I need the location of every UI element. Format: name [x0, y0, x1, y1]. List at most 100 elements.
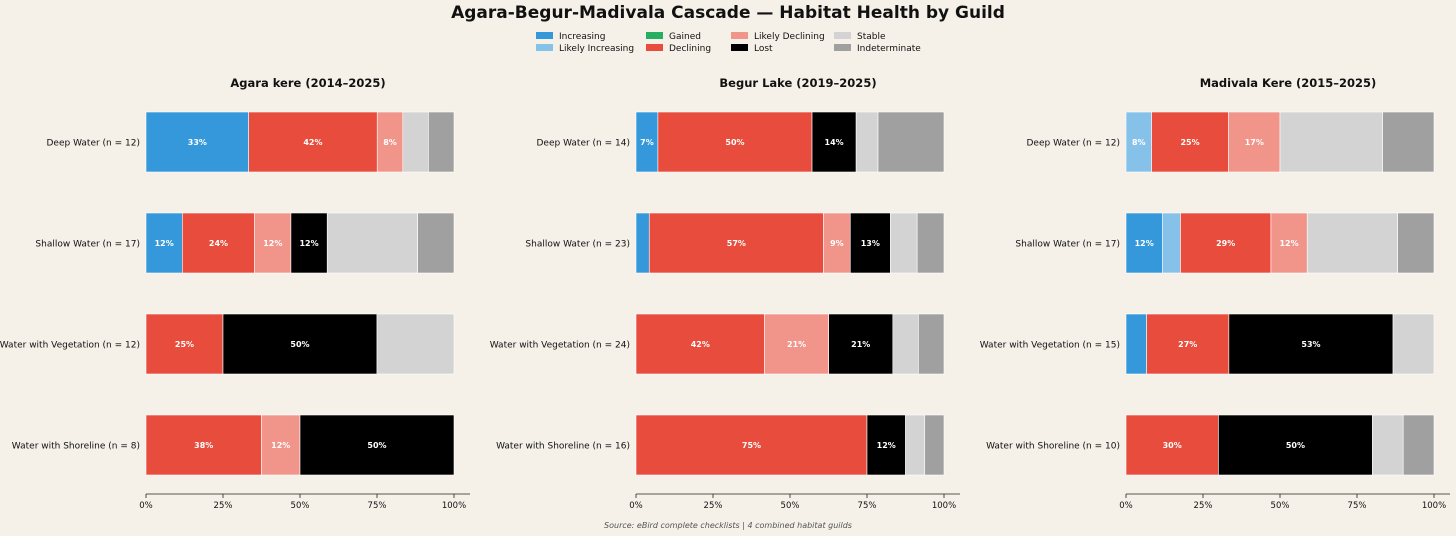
data-label: 12%: [271, 441, 290, 450]
bar-segment: [254, 212, 292, 274]
data-label: 50%: [290, 340, 309, 349]
category-label: Deep Water (n = 12): [47, 139, 141, 149]
bar-segment: [1146, 313, 1230, 375]
bar-segment: [145, 313, 224, 375]
bar-segment: [145, 111, 249, 173]
data-label: 50%: [1286, 441, 1305, 450]
data-label: 12%: [1279, 239, 1298, 248]
bar-segment: [823, 212, 851, 274]
legend-swatch: [834, 44, 851, 51]
data-label: 50%: [725, 138, 744, 147]
bar-segment: [924, 414, 945, 476]
bar-segment: [1397, 212, 1435, 274]
legend-swatch: [646, 32, 663, 39]
bar-segment: [635, 212, 650, 274]
bar-segment: [428, 111, 455, 173]
data-label: 8%: [1132, 138, 1146, 147]
bar-segment: [892, 313, 919, 375]
panel-title: Madivala Kere (2015–2025): [1200, 76, 1377, 90]
bar-segment: [849, 212, 891, 274]
panel-title: Begur Lake (2019–2025): [719, 76, 876, 90]
bar-segment: [905, 414, 926, 476]
data-label: 27%: [1178, 340, 1197, 349]
legend-label: Likely Declining: [754, 32, 825, 42]
source-note: Source: eBird complete checklists | 4 co…: [604, 521, 852, 530]
legend-item: Likely Declining: [731, 31, 825, 43]
bar-segment: [635, 313, 765, 375]
bar-segment: [877, 111, 945, 173]
x-tick-label: 0%: [629, 501, 643, 511]
x-tick-label: 25%: [214, 501, 233, 511]
bar-segment: [1228, 313, 1394, 375]
bar-segment: [1180, 212, 1272, 274]
legend-label: Likely Increasing: [559, 44, 635, 54]
legend-swatch: [646, 44, 663, 51]
x-tick-label: 50%: [291, 501, 310, 511]
bar-segment: [376, 313, 455, 375]
data-label: 9%: [830, 239, 844, 248]
bar-segment: [1279, 111, 1383, 173]
legend-item: Gained: [646, 31, 701, 43]
legend-label: Indeterminate: [857, 44, 921, 54]
bar-segment: [1125, 414, 1219, 476]
bar-segment: [648, 212, 824, 274]
bar-segment: [182, 212, 255, 274]
x-tick-label: 100%: [442, 501, 466, 511]
category-label: Deep Water (n = 12): [1027, 139, 1121, 149]
bar-segment: [1372, 414, 1404, 476]
bar-segment: [855, 111, 879, 173]
category-label: Shallow Water (n = 17): [35, 240, 140, 250]
legend-swatch: [536, 32, 553, 39]
data-label: 38%: [194, 441, 213, 450]
x-tick-label: 75%: [858, 501, 877, 511]
legend-swatch: [731, 32, 748, 39]
legend-swatch: [834, 32, 851, 39]
data-label: 13%: [861, 239, 880, 248]
x-tick-label: 75%: [368, 501, 387, 511]
bar-segment: [1218, 414, 1373, 476]
data-label: 12%: [877, 441, 896, 450]
category-label: Deep Water (n = 14): [537, 139, 631, 149]
data-label: 30%: [1163, 441, 1182, 450]
legend-swatch: [536, 44, 553, 51]
legend-label: Gained: [669, 32, 701, 42]
data-label: 33%: [188, 138, 207, 147]
legend-label: Declining: [669, 44, 712, 54]
data-label: 21%: [787, 340, 806, 349]
data-label: 25%: [1180, 138, 1199, 147]
data-label: 12%: [1135, 239, 1154, 248]
bar-segment: [222, 313, 378, 375]
bar-segment: [657, 111, 813, 173]
bar-segment: [890, 212, 918, 274]
bar-segment: [299, 414, 455, 476]
x-tick-label: 50%: [1271, 501, 1290, 511]
chart-title: Agara-Begur-Madivala Cascade — Habitat H…: [451, 3, 1005, 23]
x-tick-label: 75%: [1348, 501, 1367, 511]
legend-item: Increasing: [536, 31, 605, 43]
data-label: 7%: [640, 138, 654, 147]
category-label: Water with Shoreline (n = 16): [496, 442, 630, 452]
data-label: 42%: [691, 340, 710, 349]
x-tick-label: 25%: [704, 501, 723, 511]
bar-segment: [1270, 212, 1308, 274]
data-label: 12%: [155, 239, 174, 248]
data-label: 50%: [367, 441, 386, 450]
data-label: 12%: [299, 239, 318, 248]
bar-segment: [1382, 111, 1435, 173]
x-tick-label: 100%: [932, 501, 956, 511]
bar-segment: [248, 111, 378, 173]
bar-segment: [417, 212, 455, 274]
bar-segment: [866, 414, 906, 476]
data-label: 8%: [383, 138, 397, 147]
legend-item: Likely Increasing: [536, 43, 634, 55]
bar-segment: [1228, 111, 1281, 173]
bar-segment: [376, 111, 404, 173]
bar-segment: [1162, 212, 1181, 274]
data-label: 17%: [1245, 138, 1264, 147]
bar-segment: [811, 111, 857, 173]
data-label: 29%: [1216, 239, 1235, 248]
data-label: 24%: [209, 239, 228, 248]
x-tick-label: 50%: [781, 501, 800, 511]
bar-segment: [916, 212, 945, 274]
panel-title: Agara kere (2014–2025): [230, 76, 385, 90]
